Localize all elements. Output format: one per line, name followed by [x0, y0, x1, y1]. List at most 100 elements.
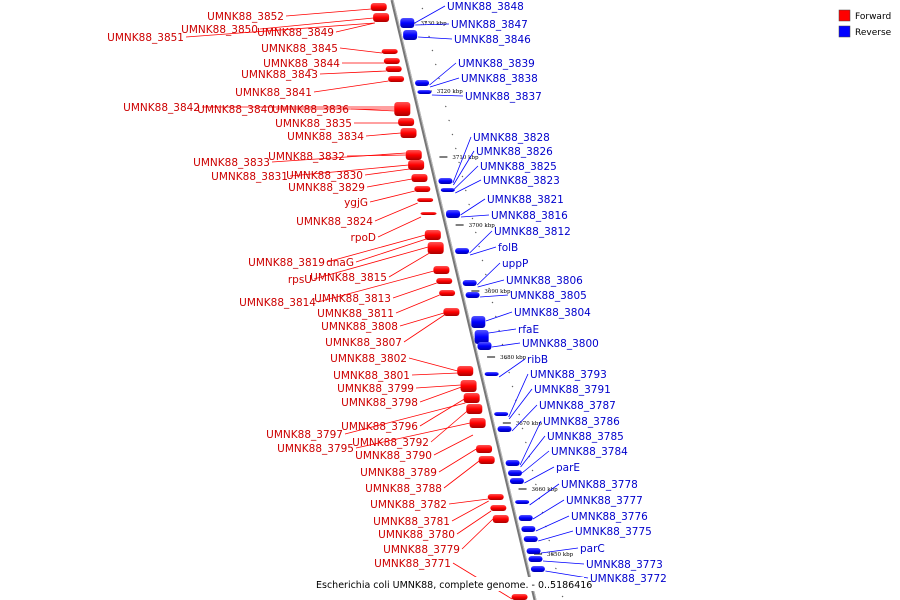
forward-gene-label[interactable]: UMNK88_3845: [261, 43, 338, 55]
forward-gene-label[interactable]: UMNK88_3842: [123, 102, 200, 114]
reverse-gene-feature[interactable]: [528, 556, 543, 562]
forward-gene-feature[interactable]: [417, 198, 434, 202]
reverse-gene-label[interactable]: UMNK88_3775: [575, 526, 652, 538]
reverse-gene-feature[interactable]: [526, 548, 541, 554]
forward-gene-label[interactable]: dnaG: [326, 257, 354, 269]
reverse-gene-label[interactable]: UMNK88_3793: [530, 369, 607, 381]
forward-gene-label[interactable]: UMNK88_3797: [266, 429, 343, 441]
reverse-gene-label[interactable]: uppP: [502, 258, 528, 270]
reverse-gene-feature[interactable]: [509, 478, 524, 484]
forward-gene-label[interactable]: UMNK88_3782: [370, 499, 447, 511]
reverse-gene-feature[interactable]: [477, 342, 492, 350]
reverse-gene-label[interactable]: parE: [556, 462, 580, 474]
reverse-gene-feature[interactable]: [523, 536, 538, 542]
forward-gene-feature[interactable]: [388, 76, 405, 82]
forward-gene-feature[interactable]: [433, 266, 450, 274]
forward-gene-label[interactable]: rpsU: [288, 274, 312, 286]
forward-gene-feature[interactable]: [487, 494, 504, 500]
forward-gene-feature[interactable]: [394, 102, 411, 116]
forward-gene-feature[interactable]: [383, 58, 400, 64]
reverse-gene-label[interactable]: UMNK88_3846: [454, 34, 531, 46]
forward-gene-label[interactable]: UMNK88_3844: [263, 58, 340, 70]
forward-gene-label[interactable]: UMNK88_3792: [352, 437, 429, 449]
reverse-gene-feature[interactable]: [497, 426, 512, 432]
reverse-gene-label[interactable]: UMNK88_3847: [451, 19, 528, 31]
forward-gene-label[interactable]: UMNK88_3802: [330, 353, 407, 365]
forward-gene-label[interactable]: UMNK88_3790: [355, 450, 432, 462]
reverse-gene-label[interactable]: UMNK88_3839: [458, 58, 535, 70]
reverse-gene-label[interactable]: UMNK88_3805: [510, 290, 587, 302]
reverse-gene-label[interactable]: UMNK88_3800: [522, 338, 599, 350]
reverse-gene-feature[interactable]: [455, 248, 470, 254]
forward-gene-label[interactable]: UMNK88_3830: [286, 170, 363, 182]
reverse-gene-label[interactable]: UMNK88_3812: [494, 226, 571, 238]
forward-gene-label[interactable]: UMNK88_3799: [337, 383, 414, 395]
forward-gene-label[interactable]: UMNK88_3836: [272, 104, 349, 116]
forward-gene-label[interactable]: UMNK88_3840: [197, 104, 274, 116]
forward-gene-label[interactable]: UMNK88_3813: [314, 293, 391, 305]
reverse-gene-label[interactable]: UMNK88_3786: [543, 416, 620, 428]
reverse-gene-label[interactable]: UMNK88_3785: [547, 431, 624, 443]
forward-gene-label[interactable]: UMNK88_3851: [107, 32, 184, 44]
reverse-gene-label[interactable]: UMNK88_3821: [487, 194, 564, 206]
forward-gene-label[interactable]: UMNK88_3779: [383, 544, 460, 556]
reverse-gene-label[interactable]: UMNK88_3823: [483, 175, 560, 187]
forward-gene-label[interactable]: UMNK88_3781: [373, 516, 450, 528]
reverse-gene-label[interactable]: UMNK88_3772: [590, 573, 667, 585]
reverse-gene-label[interactable]: rfaE: [518, 324, 539, 336]
forward-gene-label[interactable]: UMNK88_3811: [317, 308, 394, 320]
forward-gene-label[interactable]: UMNK88_3834: [287, 131, 364, 143]
reverse-gene-label[interactable]: UMNK88_3804: [514, 307, 591, 319]
reverse-gene-label[interactable]: parC: [580, 543, 605, 555]
forward-gene-label[interactable]: UMNK88_3835: [275, 118, 352, 130]
forward-gene-label[interactable]: UMNK88_3815: [310, 272, 387, 284]
forward-gene-label[interactable]: UMNK88_3788: [365, 483, 442, 495]
reverse-gene-label[interactable]: UMNK88_3838: [461, 73, 538, 85]
forward-gene-label[interactable]: UMNK88_3795: [277, 443, 354, 455]
reverse-gene-feature[interactable]: [508, 470, 523, 476]
forward-gene-feature[interactable]: [405, 150, 422, 160]
forward-gene-feature[interactable]: [408, 160, 425, 170]
forward-gene-label[interactable]: UMNK88_3843: [241, 69, 318, 81]
reverse-gene-label[interactable]: UMNK88_3848: [447, 1, 524, 13]
forward-gene-label[interactable]: UMNK88_3808: [321, 321, 398, 333]
reverse-gene-label[interactable]: UMNK88_3777: [566, 495, 643, 507]
forward-gene-feature[interactable]: [492, 515, 509, 523]
forward-gene-feature[interactable]: [411, 174, 428, 182]
forward-gene-feature[interactable]: [436, 278, 453, 284]
forward-gene-label[interactable]: UMNK88_3796: [341, 421, 418, 433]
reverse-gene-feature[interactable]: [400, 18, 415, 28]
forward-gene-label[interactable]: UMNK88_3771: [374, 558, 451, 570]
forward-gene-feature[interactable]: [460, 380, 477, 392]
forward-gene-feature[interactable]: [414, 186, 431, 192]
forward-gene-feature[interactable]: [381, 49, 398, 54]
reverse-gene-label[interactable]: UMNK88_3787: [539, 400, 616, 412]
forward-gene-label[interactable]: UMNK88_3798: [341, 397, 418, 409]
reverse-gene-feature[interactable]: [474, 330, 489, 344]
forward-gene-label[interactable]: UMNK88_3852: [207, 11, 284, 23]
forward-gene-label[interactable]: UMNK88_3814: [239, 297, 316, 309]
reverse-gene-feature[interactable]: [438, 178, 453, 184]
reverse-gene-label[interactable]: UMNK88_3776: [571, 511, 648, 523]
reverse-gene-label[interactable]: UMNK88_3816: [491, 210, 568, 222]
forward-gene-label[interactable]: ygjG: [344, 197, 368, 209]
forward-gene-feature[interactable]: [420, 212, 437, 215]
forward-gene-feature[interactable]: [457, 366, 474, 376]
reverse-gene-feature[interactable]: [440, 188, 455, 192]
forward-gene-label[interactable]: UMNK88_3801: [333, 370, 410, 382]
forward-gene-feature[interactable]: [373, 13, 390, 22]
reverse-gene-label[interactable]: UMNK88_3784: [551, 446, 628, 458]
forward-gene-label[interactable]: UMNK88_3824: [296, 216, 373, 228]
reverse-gene-feature[interactable]: [505, 460, 520, 466]
reverse-gene-label[interactable]: UMNK88_3828: [473, 132, 550, 144]
reverse-gene-label[interactable]: UMNK88_3826: [476, 146, 553, 158]
reverse-gene-feature[interactable]: [403, 30, 418, 40]
reverse-gene-label[interactable]: folB: [498, 242, 518, 254]
forward-gene-feature[interactable]: [466, 404, 483, 414]
forward-gene-feature[interactable]: [398, 118, 415, 126]
reverse-gene-feature[interactable]: [417, 90, 432, 94]
reverse-gene-label[interactable]: UMNK88_3778: [561, 479, 638, 491]
forward-gene-label[interactable]: UMNK88_3789: [360, 467, 437, 479]
forward-gene-label[interactable]: UMNK88_3833: [193, 157, 270, 169]
